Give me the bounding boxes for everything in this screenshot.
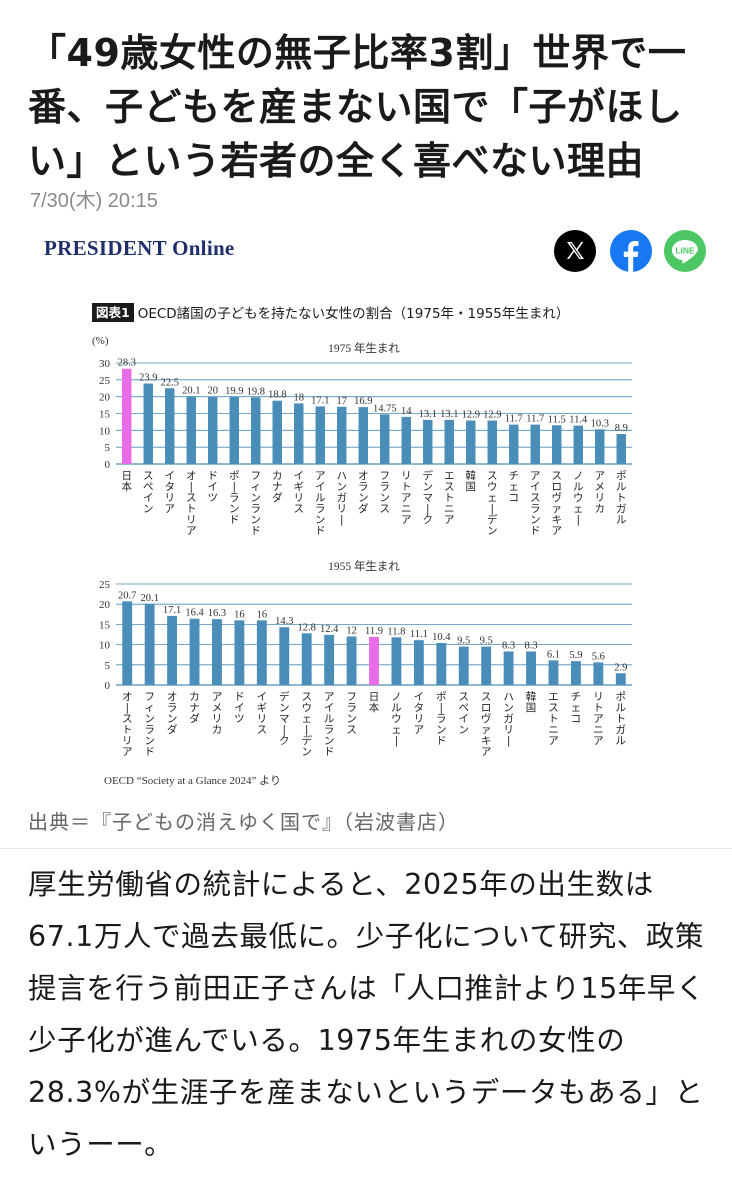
- article-headline: 「49歳女性の無子比率3割」世界で一番、子どもを産まない国で「子がほしい」という…: [28, 31, 687, 183]
- share-x-button[interactable]: [554, 230, 596, 272]
- figure-title-text: OECD諸国の子どもを持たない女性の割合（1975年・1955年生まれ）: [137, 306, 570, 322]
- line-icon-text: LINE: [675, 246, 695, 256]
- facebook-icon: [610, 230, 652, 272]
- divider: [0, 848, 732, 849]
- line-icon: LINE: [664, 230, 706, 272]
- share-line-button[interactable]: LINE: [664, 230, 706, 272]
- article-date: 7/30(木) 20:15: [30, 190, 158, 212]
- x-logo-icon: [554, 230, 596, 272]
- article-body: 厚生労働省の統計によると、2025年の出生数は67.1万人で過去最低に。少子化に…: [28, 868, 706, 1161]
- image-caption: 出典＝『子どもの消えゆく国で』（岩波書店）: [28, 810, 459, 834]
- figure: 図表1 OECD諸国の子どもを持たない女性の割合（1975年・1955年生まれ）: [92, 302, 637, 792]
- figure-source: OECD “Society at a Glance 2024” より: [104, 775, 281, 787]
- figure-title: 図表1 OECD諸国の子どもを持たない女性の割合（1975年・1955年生まれ）: [92, 302, 569, 322]
- share-facebook-button[interactable]: [610, 230, 652, 272]
- publisher-logo[interactable]: PRESIDENT Online: [44, 236, 235, 260]
- figure-tag: 図表1: [92, 302, 134, 322]
